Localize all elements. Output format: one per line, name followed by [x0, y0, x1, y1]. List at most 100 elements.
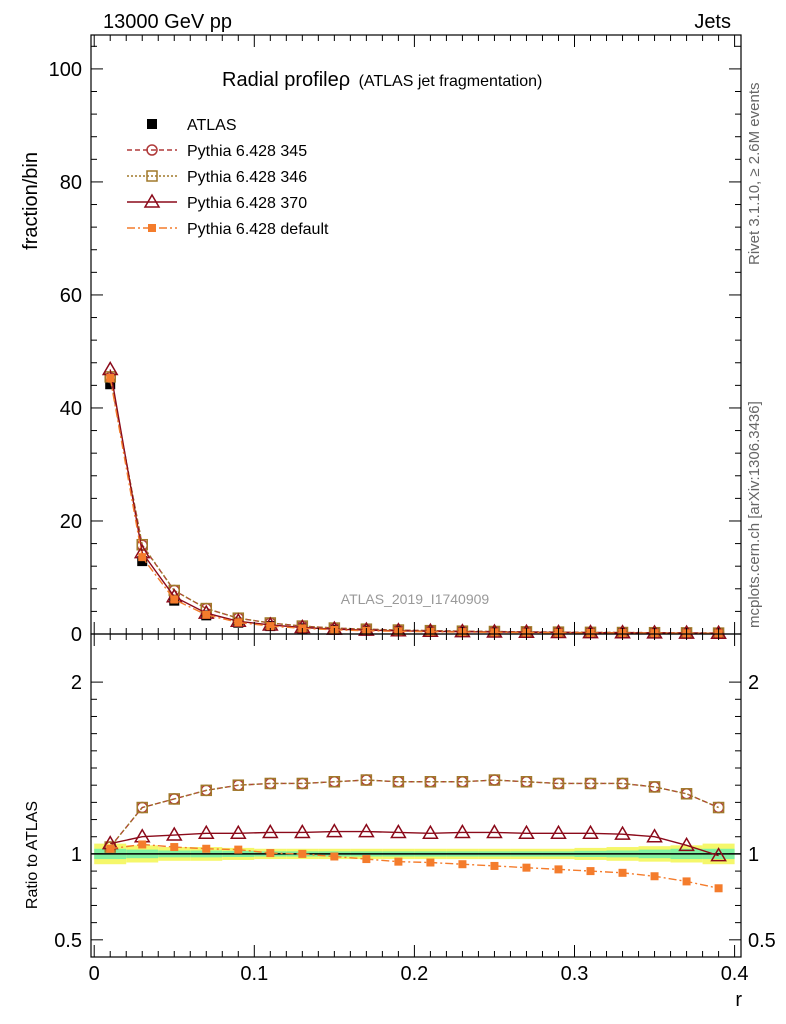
data-point-pythia-6-428-346	[456, 776, 469, 788]
data-point-pythia-6-428-default	[618, 868, 627, 877]
data-point-pythia-6-428-default	[714, 884, 723, 893]
legend-label: ATLAS	[187, 117, 237, 134]
data-point-pythia-6-428-370	[422, 824, 439, 840]
data-point-pythia-6-428-default	[650, 872, 659, 881]
data-point-pythia-6-428-346	[584, 777, 597, 790]
ratio-y-tick-label-right: 0.5	[748, 930, 776, 952]
data-point-pythia-6-428-370	[582, 824, 599, 840]
data-point-pythia-6-428-370	[518, 824, 535, 840]
series-line-pythia-6-428-370	[110, 830, 719, 857]
analysis-watermark: ATLAS_2019_I1740909	[341, 591, 490, 607]
data-point-pythia-6-428-346	[680, 788, 693, 800]
data-point-pythia-6-428-default	[170, 595, 179, 604]
data-point-pythia-6-428-370	[294, 823, 311, 839]
data-point-pythia-6-428-346	[264, 777, 277, 790]
data-point-pythia-6-428-346	[520, 776, 533, 788]
data-point-pythia-6-428-370	[486, 823, 503, 839]
data-point-pythia-6-428-370	[133, 828, 151, 843]
data-point-pythia-6-428-370	[358, 823, 375, 838]
data-point-pythia-6-428-default	[266, 849, 275, 858]
data-point-pythia-6-428-default	[138, 840, 147, 849]
data-point-pythia-6-428-default	[298, 849, 307, 858]
x-tick-label: 0.1	[240, 963, 268, 985]
data-point-pythia-6-428-default	[330, 852, 339, 861]
data-point-pythia-6-428-370	[614, 825, 631, 840]
data-point-pythia-6-428-default	[586, 867, 595, 876]
data-point-atlas	[105, 379, 116, 390]
data-point-pythia-6-428-346	[488, 774, 501, 786]
plot-title: Radial profileρ (ATLAS jet fragmentation…	[222, 69, 542, 91]
data-point-pythia-6-428-370	[229, 824, 247, 840]
ratio-y-tick-label-right: 1	[748, 844, 759, 866]
data-point-pythia-6-428-370	[550, 824, 567, 840]
data-point-pythia-6-428-default	[106, 374, 115, 383]
ratio-y-tick-label: 1	[71, 844, 82, 866]
data-point-pythia-6-428-346	[552, 777, 565, 790]
data-point-pythia-6-428-default	[522, 863, 531, 872]
ratio-y-tick-label: 0.5	[54, 930, 82, 952]
x-tick-label: 0	[89, 963, 100, 985]
data-point-pythia-6-428-default	[458, 860, 467, 869]
data-point-pythia-6-428-370	[454, 823, 471, 839]
data-point-pythia-6-428-default	[202, 844, 211, 853]
side-mcplots-label: mcplots.cern.ch [arXiv:1306.3436]	[746, 401, 763, 628]
plot-title-sub: (ATLAS jet fragmentation)	[359, 73, 543, 90]
main-y-tick-label: 20	[60, 511, 82, 533]
legend-label: Pythia 6.428 370	[187, 195, 307, 212]
data-point-pythia-6-428-default	[106, 844, 115, 853]
data-point-pythia-6-428-370	[165, 826, 183, 841]
ratio-plot-frame	[90, 633, 742, 958]
plot-title-main: Radial profileρ	[222, 69, 350, 91]
legend-marker	[146, 144, 158, 156]
legend: ATLAS Pythia 6.428 345 Pythia 6.428 346 Pyt…	[127, 117, 329, 238]
data-point-pythia-6-428-370	[390, 823, 407, 839]
data-point-pythia-6-428-370	[646, 828, 663, 843]
data-point-pythia-6-428-346	[200, 784, 213, 797]
x-tick-label: 0.3	[561, 963, 589, 985]
data-point-pythia-6-428-346	[232, 779, 245, 791]
data-point-pythia-6-428-346	[648, 781, 661, 793]
main-y-tick-label: 0	[71, 624, 82, 646]
data-point-pythia-6-428-default	[682, 877, 691, 886]
data-point-pythia-6-428-346	[168, 793, 181, 805]
data-point-pythia-6-428-346	[328, 776, 341, 788]
data-point-pythia-6-428-default	[234, 618, 243, 627]
data-point-pythia-6-428-default	[426, 858, 435, 867]
x-tick-label: 0.4	[721, 963, 749, 985]
data-point-pythia-6-428-345	[680, 788, 693, 800]
data-point-pythia-6-428-default	[138, 553, 147, 562]
data-point-pythia-6-428-default	[170, 843, 179, 852]
header-right: Jets	[694, 11, 731, 33]
ratio-plot-panel: 0 0.1 0.2 0.3 0.4 0.5 0.5 1 1 2 2	[54, 622, 776, 985]
data-point-pythia-6-428-default	[266, 622, 275, 631]
data-point-pythia-6-428-346	[392, 776, 405, 788]
data-point-pythia-6-428-370	[197, 824, 215, 840]
legend-marker	[148, 224, 156, 232]
main-y-tick-label: 40	[60, 398, 82, 420]
data-point-pythia-6-428-370	[678, 836, 695, 852]
data-point-pythia-6-428-346	[296, 777, 309, 790]
data-point-pythia-6-428-370	[262, 823, 279, 839]
data-point-pythia-6-428-370	[326, 823, 343, 838]
x-axis-title: r	[735, 989, 742, 1011]
data-point-pythia-6-428-default	[234, 845, 243, 854]
data-point-pythia-6-428-346	[712, 801, 725, 814]
data-point-pythia-6-428-346	[136, 801, 148, 814]
legend-marker	[143, 193, 161, 208]
legend-label: Pythia 6.428 345	[187, 143, 307, 160]
ratio-y-tick-label: 2	[71, 672, 82, 694]
ratio-y-axis-title: Ratio to ATLAS	[24, 801, 41, 909]
ratio-y-tick-label-right: 2	[748, 672, 759, 694]
legend-marker	[147, 119, 157, 129]
data-point-pythia-6-428-default	[202, 610, 211, 619]
data-point-pythia-6-428-346	[360, 774, 373, 786]
main-y-axis-title: fraction/bin	[20, 152, 42, 250]
data-point-pythia-6-428-default	[394, 857, 403, 866]
data-point-pythia-6-428-370	[710, 847, 727, 862]
legend-label: Pythia 6.428 default	[187, 221, 329, 238]
legend-marker	[146, 170, 158, 182]
main-y-tick-label: 100	[49, 59, 82, 81]
data-point-pythia-6-428-default	[554, 865, 563, 874]
data-point-pythia-6-428-346	[616, 777, 629, 790]
